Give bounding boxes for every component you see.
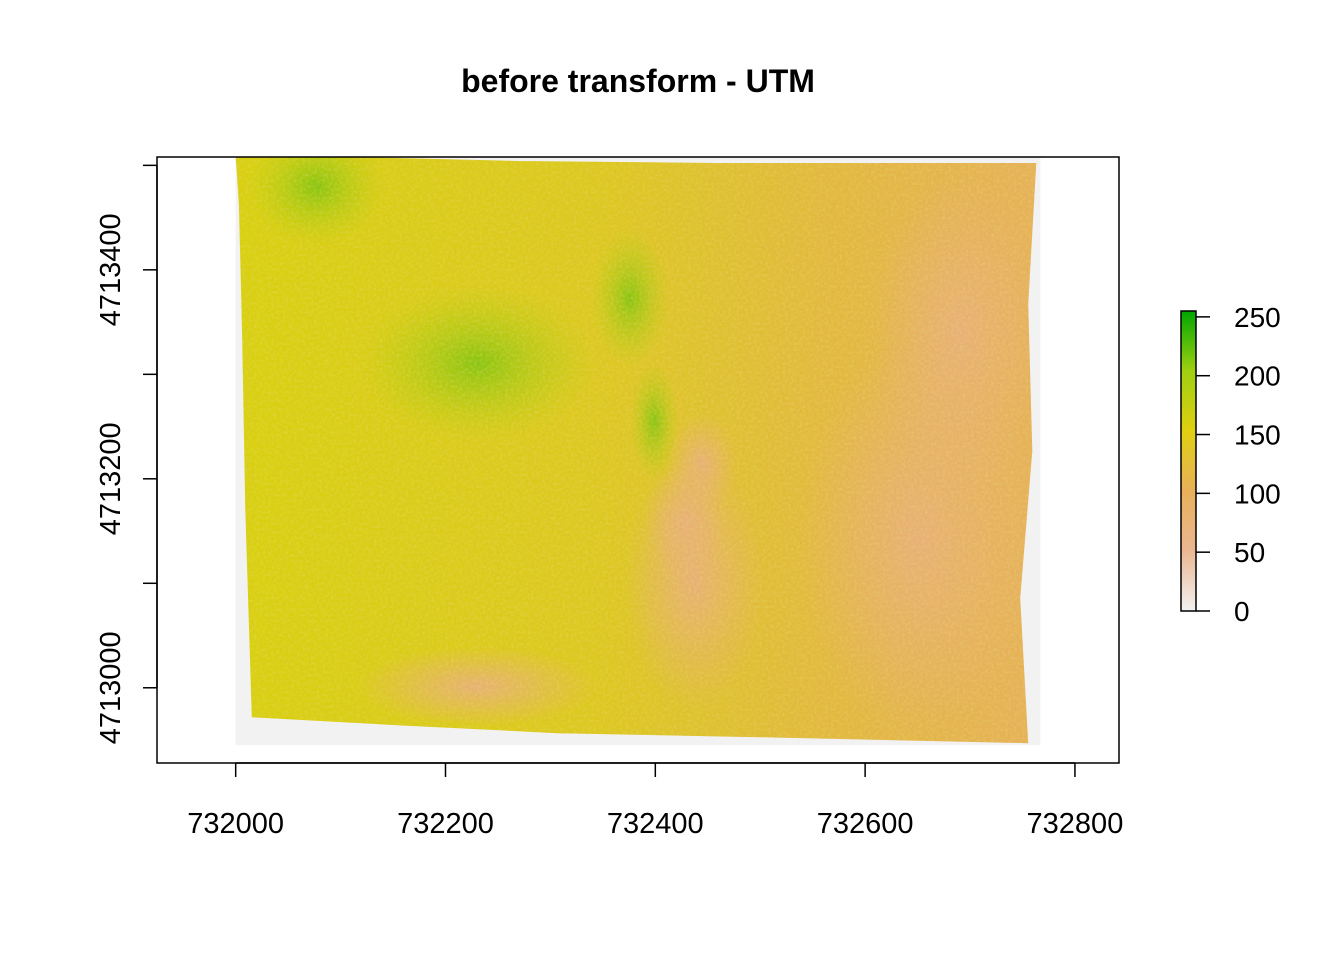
y-tick-label: 4713400 (95, 213, 127, 326)
raster-heatmap (235, 157, 1041, 746)
colorbar-tick-label: 200 (1234, 361, 1281, 392)
x-tick-label: 732800 (1027, 808, 1124, 840)
colorbar-gradient (1180, 310, 1197, 612)
x-tick-label: 732200 (397, 808, 494, 840)
chart-title: before transform - UTM (461, 63, 815, 99)
y-tick-label: 4713000 (95, 631, 127, 744)
y-axis: 4713000 4713200 4713400 (95, 164, 158, 744)
colorbar-legend: 0 50 100 150 200 250 (1180, 302, 1281, 627)
x-axis: 732000 732200 732400 732600 732800 (187, 762, 1124, 840)
x-tick-label: 732600 (817, 808, 914, 840)
colorbar-tick-label: 250 (1234, 302, 1281, 333)
y-tick-label: 4713200 (95, 422, 127, 535)
x-tick-label: 732000 (187, 808, 284, 840)
x-tick-label: 732400 (607, 808, 704, 840)
colorbar-tick-label: 0 (1234, 596, 1250, 627)
colorbar-tick-label: 50 (1234, 537, 1265, 568)
colorbar-tick-label: 100 (1234, 478, 1281, 509)
colorbar-tick-label: 150 (1234, 420, 1281, 451)
